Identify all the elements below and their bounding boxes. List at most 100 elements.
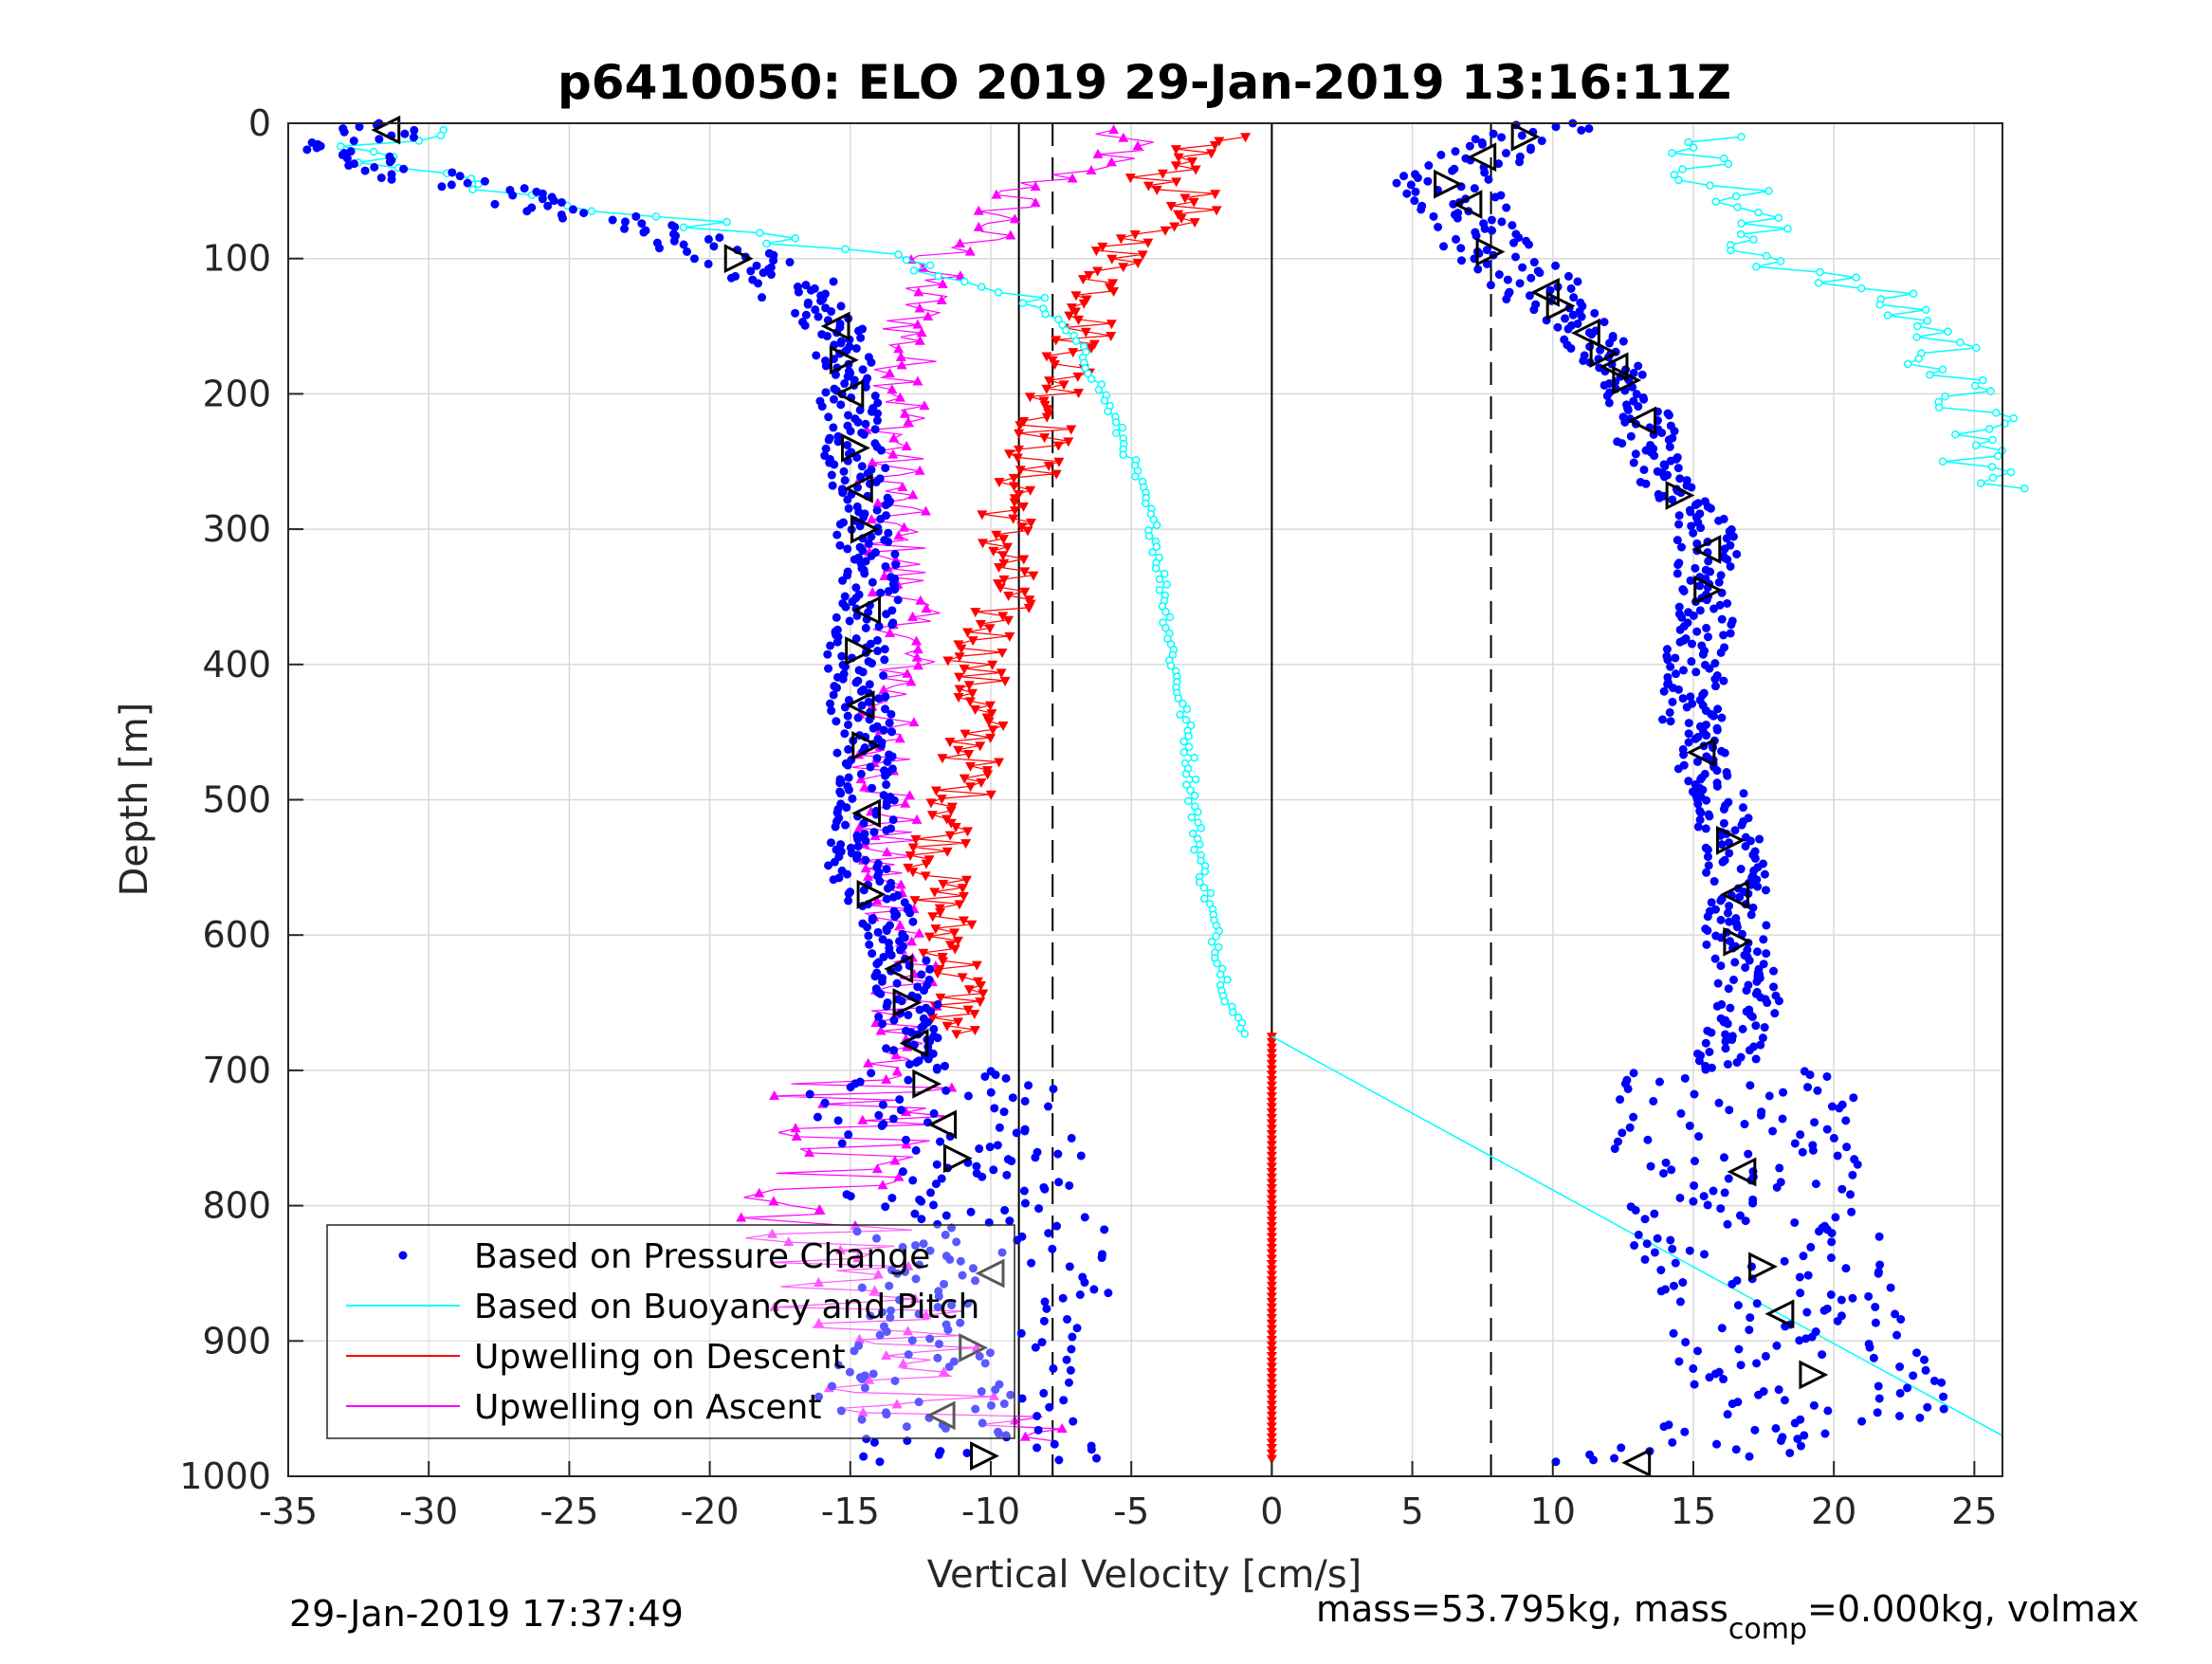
pressure-point (387, 174, 396, 184)
triangle-marker-right (1510, 121, 1541, 152)
triangle-marker-left (820, 311, 850, 341)
pressure-point (448, 168, 457, 177)
pressure-point (1020, 1096, 1030, 1106)
pressure-point (410, 125, 419, 135)
pressure-point (844, 720, 853, 729)
pressure-point (1796, 1289, 1805, 1298)
pressure-point (859, 430, 868, 439)
buoyancy-point (1184, 732, 1193, 741)
pressure-point (963, 1091, 973, 1101)
triangle-marker-left (851, 798, 882, 829)
marker-layer (371, 115, 1829, 1478)
pressure-point (1761, 1351, 1770, 1361)
descent-point (909, 896, 921, 906)
pressure-point (876, 989, 886, 998)
buoyancy-point (1188, 829, 1197, 838)
pressure-point (1810, 1118, 1819, 1127)
pressure-point (1059, 1396, 1069, 1405)
pressure-point (1634, 361, 1643, 371)
pressure-point (1692, 627, 1702, 636)
descent-point (1108, 286, 1120, 297)
pressure-point (911, 1058, 921, 1068)
pressure-point (1497, 217, 1507, 227)
pressure-point (850, 1346, 859, 1356)
pressure-point (814, 1392, 824, 1401)
pressure-point (1822, 1125, 1832, 1134)
ascent-point (790, 1123, 801, 1133)
pressure-point (1762, 921, 1771, 930)
pressure-point (339, 127, 349, 137)
buoyancy-point (474, 179, 483, 189)
descent-point (1266, 1422, 1277, 1433)
descent-point (1209, 140, 1220, 151)
buoyancy-point (1212, 932, 1220, 941)
ascent-point (867, 457, 878, 467)
descent-point (1041, 384, 1052, 394)
pressure-point (1661, 1158, 1671, 1167)
ascent-point (860, 863, 871, 873)
descent-point (944, 831, 956, 841)
y-tick-label: 500 (202, 779, 271, 821)
descent-point (1211, 206, 1222, 216)
pressure-point (1724, 1174, 1733, 1183)
pressure-point (1410, 196, 1419, 206)
pressure-point (832, 637, 842, 647)
pressure-point (1848, 1170, 1857, 1179)
pressure-point (520, 184, 529, 193)
buoyancy-point (1934, 403, 1944, 411)
pressure-point (1650, 1248, 1659, 1257)
ascent-point (988, 1390, 999, 1400)
buoyancy-point (1151, 564, 1161, 573)
pressure-point (1740, 1120, 1749, 1129)
pressure-point (1529, 258, 1539, 267)
descent-point (1266, 1379, 1277, 1389)
ascent-point (921, 1309, 932, 1320)
pressure-point (1720, 1188, 1729, 1198)
ascent-point (1009, 213, 1020, 224)
pressure-point (1482, 246, 1491, 255)
pressure-point (1741, 962, 1750, 972)
buoyancy-point (1190, 846, 1198, 854)
descent-point (1266, 1087, 1277, 1097)
pressure-point (1736, 1361, 1746, 1370)
pressure-point (1027, 1258, 1036, 1268)
pressure-point (480, 176, 489, 186)
descent-point (1266, 1427, 1277, 1437)
pressure-point (1827, 1237, 1837, 1247)
pressure-point (1874, 1381, 1883, 1391)
pressure-point (947, 1301, 957, 1310)
descent-point (1016, 522, 1028, 533)
pressure-point (1033, 1425, 1043, 1435)
pressure-point (1720, 748, 1729, 758)
triangle-marker-right (1467, 142, 1497, 173)
pressure-point (1561, 314, 1570, 323)
triangle-marker-right (1727, 1157, 1757, 1187)
pressure-point (1684, 777, 1693, 786)
triangle-marker-right (1589, 338, 1619, 369)
pressure-point (342, 154, 352, 163)
pressure-point (910, 1241, 920, 1251)
buoyancy-point (1084, 369, 1092, 378)
pressure-point (1696, 808, 1706, 817)
pressure-point (956, 1318, 965, 1327)
pressure-point (890, 912, 900, 922)
pressure-point (1703, 925, 1712, 935)
ascent-point (936, 294, 947, 304)
pressure-point (1674, 520, 1684, 529)
descent-point (1266, 1097, 1277, 1107)
pressure-point (1710, 674, 1720, 684)
pressure-point (832, 613, 841, 622)
descent-point (963, 681, 975, 691)
pressure-point (1587, 330, 1597, 339)
pressure-point (522, 207, 532, 216)
y-tick-label: 700 (202, 1050, 271, 1091)
pressure-point (1699, 1192, 1709, 1201)
descent-point (994, 758, 1005, 768)
pressure-point (1064, 1378, 1073, 1387)
ascent-point (907, 489, 919, 500)
descent-point (1266, 1346, 1277, 1357)
triangle-marker-right (1434, 169, 1463, 199)
descent-point (1008, 473, 1019, 484)
buoyancy-point (1994, 451, 2002, 461)
pressure-point (1579, 356, 1588, 365)
